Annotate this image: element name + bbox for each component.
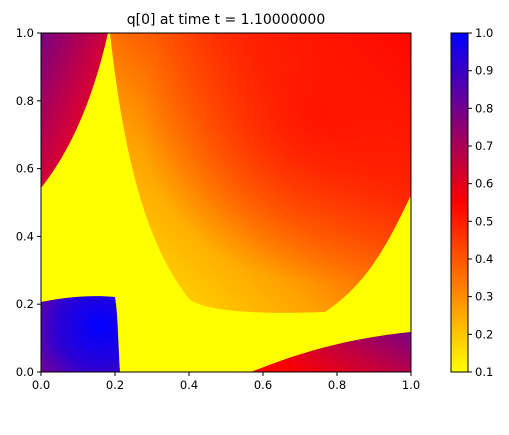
plot-frame: [40, 32, 412, 373]
heatmap-region-top-left-corner: [41, 33, 108, 188]
colorbar-tick-label: 1.0: [475, 26, 493, 40]
colorbar-axis: 0.1 0.2 0.3 0.4 0.5 0.6 0.7 0.8 0.9 1.0: [468, 26, 493, 379]
colorbar-tick-label: 0.4: [475, 252, 493, 266]
colorbar-gradient: [451, 33, 468, 372]
x-tick-label: 0.0: [32, 378, 50, 392]
y-tick-label: 0.0: [16, 365, 34, 379]
colorbar-frame: [450, 32, 469, 373]
heatmap-region-ridge-core: [110, 33, 411, 313]
colorbar-tick-label: 0.8: [475, 101, 493, 115]
colorbar-tick-label: 0.9: [475, 64, 493, 78]
heatmap-region-bottom-right-corner: [251, 332, 411, 372]
colorbar-tick-label: 0.5: [475, 214, 493, 228]
colorbar-tick-label: 0.7: [475, 139, 493, 153]
colorbar-tick-label: 0.1: [475, 365, 493, 379]
y-tick-label: 1.0: [16, 26, 34, 40]
x-axis: 0.0 0.2 0.4 0.6 0.8 1.0: [32, 372, 420, 392]
x-tick-label: 1.0: [402, 378, 420, 392]
colorbar-tick-label: 0.6: [475, 177, 493, 191]
colorbar-tick-label: 0.2: [475, 327, 493, 341]
x-tick-label: 0.2: [106, 378, 124, 392]
colorbar-tick-label: 0.3: [475, 290, 493, 304]
x-tick-label: 0.8: [328, 378, 346, 392]
y-axis: 0.0 0.2 0.4 0.6 0.8 1.0: [16, 26, 41, 379]
heatmap-plot-area: [41, 33, 411, 372]
x-tick-label: 0.6: [254, 378, 272, 392]
chart-title: q[0] at time t = 1.10000000: [127, 12, 326, 28]
y-tick-label: 0.4: [16, 229, 34, 243]
y-tick-label: 0.6: [16, 162, 34, 176]
y-tick-label: 0.2: [16, 297, 34, 311]
heatmap-region-bottom-left-block: [41, 296, 120, 372]
y-tick-label: 0.8: [16, 94, 34, 108]
x-tick-label: 0.4: [180, 378, 198, 392]
